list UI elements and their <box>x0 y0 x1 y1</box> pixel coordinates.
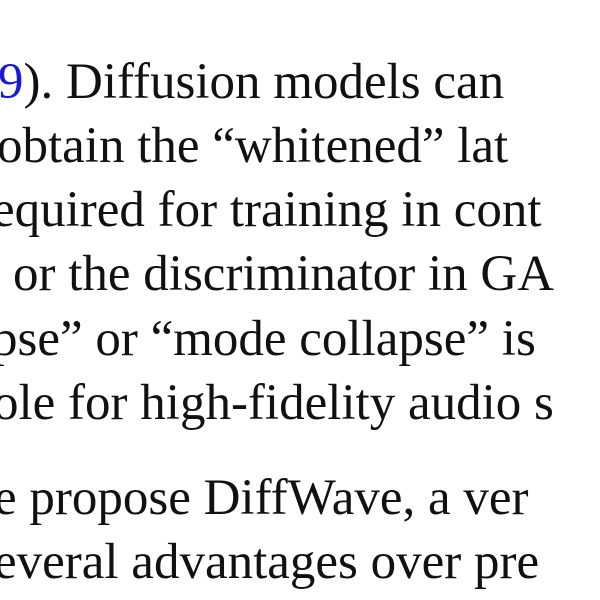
text-line: pse” or “mode collapse” is <box>0 311 536 367</box>
text-line: 9). Diffusion models can <box>0 57 504 108</box>
line-text: ). Diffusion models can <box>23 54 505 110</box>
text-line: ole for high-fidelity audio s <box>0 375 554 431</box>
text-line: or the discriminator in GA <box>13 246 555 302</box>
text-line: everal advantages over pre <box>0 534 540 590</box>
citation-link[interactable]: 9 <box>0 54 24 110</box>
text-line: obtain the “whitened” lat <box>0 118 509 174</box>
text-line: e propose DiffWave, a ver <box>0 470 529 526</box>
text-line: equired for training in cont <box>0 182 542 238</box>
